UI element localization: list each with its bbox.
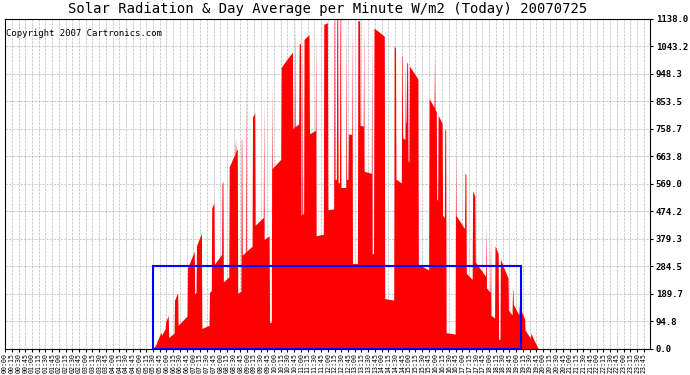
Bar <box>153 266 520 349</box>
Text: Copyright 2007 Cartronics.com: Copyright 2007 Cartronics.com <box>6 28 162 38</box>
Title: Solar Radiation & Day Average per Minute W/m2 (Today) 20070725: Solar Radiation & Day Average per Minute… <box>68 2 587 16</box>
